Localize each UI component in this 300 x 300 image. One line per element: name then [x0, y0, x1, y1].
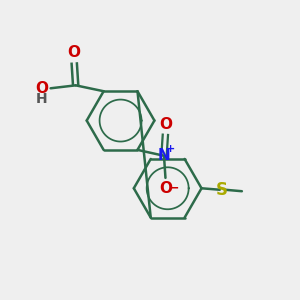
Text: S: S	[216, 181, 228, 199]
Text: N: N	[158, 148, 170, 163]
Text: O: O	[68, 46, 81, 61]
Text: −: −	[169, 182, 179, 195]
Text: O: O	[159, 181, 172, 196]
Text: O: O	[35, 81, 48, 96]
Text: +: +	[166, 144, 175, 154]
Text: O: O	[159, 117, 172, 132]
Text: H: H	[36, 92, 48, 106]
